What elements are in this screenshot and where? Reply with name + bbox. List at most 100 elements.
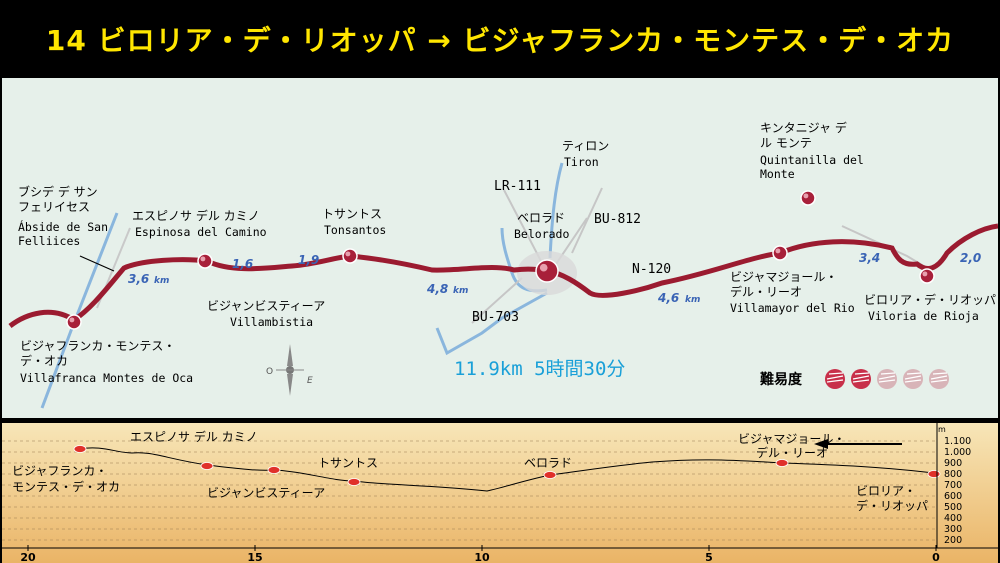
marker-quintanilla [800, 190, 816, 206]
label-viloria-es: Viloria de Rioja [868, 309, 979, 323]
profile-background [2, 423, 998, 563]
distance-value: 1,6 [232, 257, 253, 271]
label-espinosa-jp: エスピノサ デル カミノ [132, 208, 260, 223]
difficulty-shell-icon [825, 369, 845, 389]
x-axis-ticks: 20 15 10 5 0 [2, 545, 998, 563]
villamayor-line2: デル・リーオ [756, 445, 828, 460]
marker-highlight [539, 263, 548, 272]
distance-label-3: 1,9 [298, 253, 319, 267]
profile-label-tosantos: トサントス [318, 456, 378, 470]
distance-value: 4,8 [426, 282, 448, 296]
abside-jp-line1: ブシデ デ サン [18, 184, 98, 199]
label-belorado-es: Belorado [514, 227, 569, 241]
profile-town-marker [200, 462, 214, 470]
label-belorado-jp: ベロラド [517, 211, 565, 225]
viloria-line2: デ・リオッパ [856, 498, 928, 513]
villafranca-line2: モンテス・デ・オカ [12, 479, 120, 494]
y-tick-label: 200 [944, 535, 962, 546]
distance-value: 3,4 [859, 251, 880, 265]
y-tick-label: 700 [944, 480, 962, 491]
villafranca-jp-line2: デ・オカ [20, 353, 68, 368]
marker-tosantos [342, 248, 358, 264]
direction-arrow-icon [814, 439, 902, 449]
marker-dot [772, 245, 788, 261]
marker-villamayor [772, 245, 788, 261]
label-quintanilla-jp: キンタニジャ デル モンテ [760, 120, 847, 150]
marker-highlight [345, 251, 351, 257]
label-quintanilla-es: Quintanilla del Monte [760, 153, 864, 181]
road-n120: N-120 [632, 262, 671, 277]
abside-es-line2: Felliices [18, 234, 80, 248]
abside-es-line1: Ábside de San [18, 219, 108, 234]
distance-unit: km [453, 286, 468, 296]
x-tick-label: 15 [247, 551, 262, 563]
arrow-head [814, 439, 828, 449]
label-tosantos-jp: トサントス [322, 207, 382, 221]
route-map: ブシデ デ サンフェリイセス Ábside de San Felliices エス… [2, 78, 998, 418]
road-bu812: BU-812 [594, 212, 641, 227]
compass-south [287, 374, 293, 396]
profile-town-marker [73, 445, 87, 453]
label-villafranca-jp: ビジャフランカ・モンテス・デ・オカ [20, 339, 175, 368]
distance-unit: km [685, 295, 700, 305]
x-tick-label: 20 [20, 551, 36, 563]
profile-label-villafranca: ビジャフランカ・モンテス・デ・オカ [12, 464, 120, 494]
distance-label-6: 3,4 [859, 251, 880, 265]
marker-villafranca [66, 314, 82, 330]
profile-markers [73, 445, 941, 486]
quintanilla-es-line1: Quintanilla del [760, 153, 864, 167]
marker-dot [197, 253, 213, 269]
marker-belorado [535, 259, 559, 283]
shell-ridges [904, 372, 922, 383]
elevation-profile: エスピノサ デル カミノ ビジャフランカ・モンテス・デ・オカ ビジャンビスティー… [2, 423, 998, 563]
villafranca-line1: ビジャフランカ・ [12, 464, 107, 478]
label-viloria-jp: ビロリア・デ・リオッパ [864, 292, 996, 307]
y-tick-label: 300 [944, 524, 962, 535]
marker-dot [919, 268, 935, 284]
label-abside-es: Ábside de San Felliices [18, 219, 108, 248]
label-villafranca-es: Villafranca Montes de Oca [20, 371, 193, 385]
label-tiron-jp: ティロン [562, 139, 609, 153]
marker-highlight [775, 248, 781, 254]
marker-dot [535, 259, 559, 283]
villamayor-jp-line2: デル・リーオ [730, 284, 802, 299]
distance-unit: km [154, 276, 169, 286]
label-tosantos-es: Tonsantos [324, 223, 386, 237]
marker-espinosa [197, 253, 213, 269]
difficulty-shell-icon [851, 369, 871, 389]
page-title: 14 ビロリア・デ・リオッパ → ビジャフランカ・モンテス・デ・オカ [45, 24, 955, 57]
road-lr111: LR-111 [494, 179, 541, 194]
marker-dot [66, 314, 82, 330]
label-espinosa-es: Espinosa del Camino [135, 225, 267, 239]
quintanilla-jp-line2: ル モンテ [760, 136, 812, 150]
label-abside-jp: ブシデ デ サンフェリイセス [18, 184, 98, 214]
profile-label-espinosa: エスピノサ デル カミノ [130, 429, 258, 444]
distance-value: 1,9 [298, 253, 319, 267]
profile-town-marker [347, 478, 361, 486]
quintanilla-es-line2: Monte [760, 167, 795, 181]
profile-town-marker [927, 470, 941, 478]
compass-west-label: O [266, 367, 273, 377]
marker-highlight [803, 193, 809, 199]
local-roads [471, 187, 603, 324]
y-tick-label: 600 [944, 491, 962, 502]
shell-ridges [878, 372, 896, 383]
title-bar: 14 ビロリア・デ・リオッパ → ビジャフランカ・モンテス・デ・オカ [0, 0, 1000, 78]
difficulty-shell-icon [903, 369, 923, 389]
y-tick-label: 900 [944, 458, 962, 469]
difficulty-rating [825, 369, 949, 389]
marker-highlight [922, 271, 928, 277]
distance-label-1: 3,6 km [128, 272, 169, 286]
shell-ridges [826, 372, 844, 383]
marker-highlight [200, 256, 206, 262]
viloria-line1: ビロリア・ [856, 484, 916, 498]
label-villamayor-jp: ビジャマジョール・デル・リーオ [730, 270, 837, 299]
label-villambistia-jp: ビジャンビスティーア [207, 299, 325, 313]
label-villambistia-es: Villambistia [230, 315, 313, 329]
x-tick-label: 5 [705, 551, 713, 563]
difficulty-shell-icon [877, 369, 897, 389]
marker-dot [342, 248, 358, 264]
town-markers [66, 190, 935, 330]
distance-label-5: 4,6 km [657, 291, 700, 305]
map-background [2, 78, 998, 418]
